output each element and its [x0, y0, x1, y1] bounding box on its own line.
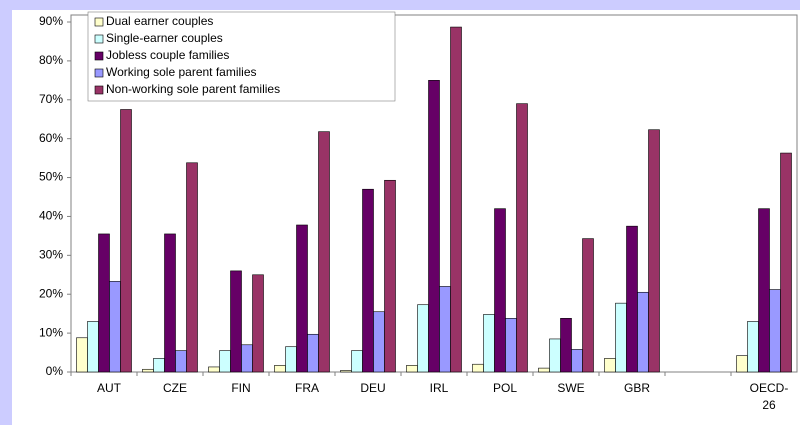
x-tick-label: DEU — [360, 381, 386, 395]
y-tick-label: 90% — [39, 14, 63, 28]
y-tick-label: 60% — [39, 131, 63, 145]
bar — [296, 224, 308, 373]
bar — [219, 350, 231, 373]
legend-swatch — [94, 51, 104, 61]
y-tick-label: 0% — [46, 364, 64, 378]
x-tick-label: FRA — [295, 381, 319, 395]
legend-swatch — [94, 17, 104, 27]
bar — [736, 355, 748, 373]
bar — [428, 80, 440, 373]
x-tick-label: AUT — [97, 381, 121, 395]
bar — [560, 318, 572, 373]
x-tick-label: GBR — [623, 381, 650, 395]
bar — [318, 131, 330, 373]
x-tick-label: OECD-26 — [749, 381, 789, 412]
legend-swatch — [94, 85, 104, 95]
bar — [175, 350, 187, 373]
legend-swatch — [94, 34, 104, 44]
bar — [186, 162, 198, 373]
bar — [483, 314, 495, 373]
legend-label: Dual earner couples — [106, 14, 213, 28]
bar — [285, 346, 297, 373]
y-tick-label: 30% — [39, 248, 63, 262]
bar — [241, 344, 253, 373]
bar — [648, 129, 660, 373]
bar — [307, 333, 319, 373]
bar — [230, 270, 242, 373]
bar — [252, 274, 264, 373]
bar — [351, 350, 363, 373]
legend-label: Non-working sole parent families — [106, 82, 280, 96]
bar — [87, 321, 99, 373]
bar — [472, 363, 484, 373]
y-tick-label: 80% — [39, 53, 63, 67]
bar — [164, 233, 176, 373]
y-tick-label: 10% — [39, 325, 63, 339]
bar — [747, 321, 759, 373]
bar — [769, 289, 781, 373]
bar — [780, 152, 792, 373]
legend-box — [87, 11, 396, 102]
bar — [637, 291, 649, 373]
bar — [758, 208, 770, 373]
bar — [340, 370, 352, 373]
bar — [615, 302, 627, 373]
bar — [362, 188, 374, 373]
bar — [153, 358, 165, 373]
bar — [142, 368, 154, 373]
bar — [373, 311, 385, 373]
bar — [549, 338, 561, 373]
y-tick-label: 40% — [39, 209, 63, 223]
bar — [604, 358, 616, 373]
bar — [494, 208, 506, 373]
legend-label: Single-earner couples — [106, 31, 223, 45]
x-tick-label: IRL — [429, 381, 449, 395]
bar — [208, 366, 220, 373]
bar — [516, 103, 528, 373]
bar — [274, 365, 286, 373]
bar — [505, 318, 517, 373]
bar — [406, 365, 418, 373]
bar — [384, 179, 396, 373]
y-tick-label: 20% — [39, 286, 63, 300]
bar — [98, 233, 110, 373]
bar — [450, 26, 462, 373]
bar — [417, 304, 429, 373]
y-tick-label: 50% — [39, 170, 63, 184]
bar — [571, 349, 583, 373]
x-tick-label: POL — [492, 381, 517, 395]
x-tick-label: CZE — [163, 381, 187, 395]
bar — [538, 367, 550, 373]
legend-label: Jobless couple families — [106, 48, 229, 62]
legend-label: Working sole parent families — [106, 65, 257, 79]
bar — [120, 109, 132, 373]
bar — [76, 337, 88, 373]
x-tick-label: FIN — [231, 381, 251, 395]
y-tick-label: 70% — [39, 92, 63, 106]
bar — [439, 286, 451, 373]
legend-swatch — [94, 68, 104, 78]
bar — [626, 225, 638, 373]
bar — [109, 281, 121, 373]
x-tick-label: SWE — [557, 381, 585, 395]
bar — [582, 238, 594, 373]
